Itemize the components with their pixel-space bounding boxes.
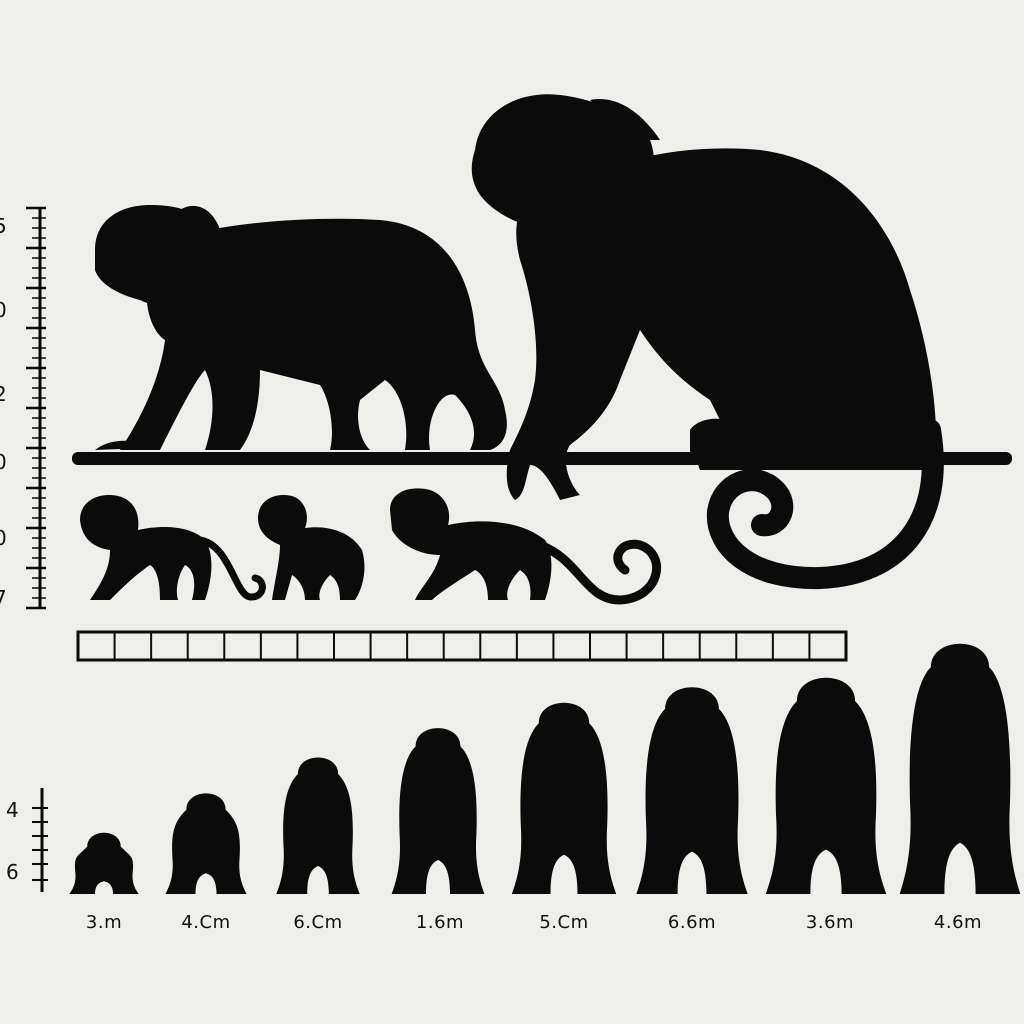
monkey-silhouette-icon — [276, 757, 360, 894]
left-scale-label: 0 — [0, 526, 7, 550]
left-scale-label: 0 — [0, 298, 7, 322]
size-label: 1.6m — [415, 912, 465, 933]
size-label: 6.6m — [667, 912, 717, 933]
left-scale-label: 7 — [0, 586, 7, 610]
bottom-left-scale — [32, 788, 48, 892]
monkey-silhouette-icon — [765, 677, 887, 894]
monkey-silhouette-icon — [899, 643, 1021, 894]
size-label: 6.Cm — [293, 912, 343, 933]
tail-curl — [535, 539, 661, 605]
monkey-silhouette-icon — [511, 702, 617, 894]
bottom-scale-label: 4 — [6, 798, 19, 822]
size-label: 4.Cm — [181, 912, 231, 933]
monkey-silhouette-icon — [258, 494, 365, 600]
monkey-silhouette-icon — [69, 832, 139, 894]
bottom-scale-label: 6 — [6, 860, 19, 884]
left-scale-label: 0 — [0, 450, 7, 474]
ruler-icon — [76, 630, 848, 662]
monkey-silhouette-icon — [80, 495, 212, 600]
size-label: 3.6m — [805, 912, 855, 933]
size-label: 4.6m — [933, 912, 983, 933]
tail-curl — [196, 536, 266, 601]
size-label: 3.m — [85, 912, 123, 933]
left-vertical-scale — [26, 206, 46, 610]
left-scale-ticks — [26, 206, 46, 610]
monkey-silhouette-icon — [95, 205, 507, 450]
seated-monkeys-row — [69, 643, 1021, 894]
monkey-silhouette-icon — [165, 793, 247, 894]
left-scale-label: 5 — [0, 214, 7, 238]
monkey-silhouette-icon — [471, 94, 937, 500]
monkey-silhouette-icon — [390, 488, 552, 600]
ruler-ticks — [113, 632, 811, 660]
tail-spiral — [706, 419, 944, 590]
size-label: 5.Cm — [539, 912, 589, 933]
monkey-silhouette-icon — [636, 687, 748, 894]
monkey-silhouette-icon — [391, 728, 485, 894]
left-scale-label: 2 — [0, 382, 7, 406]
